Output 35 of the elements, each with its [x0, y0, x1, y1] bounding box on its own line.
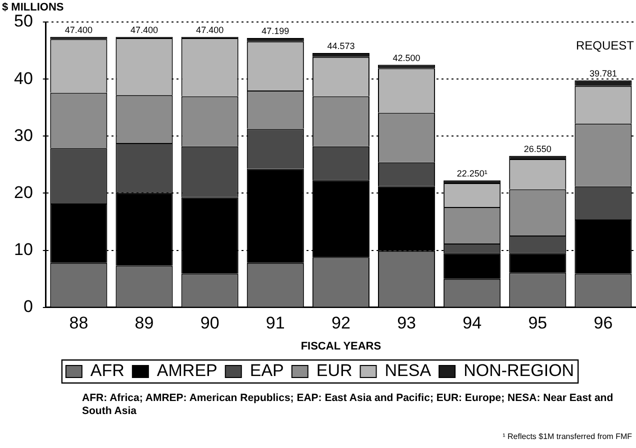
x-tick-label: 93 [397, 313, 416, 332]
total-label: 47.400 [196, 24, 224, 35]
x-tick-label: 88 [69, 313, 88, 332]
annotation: REQUEST [576, 38, 635, 52]
total-label: 47.400 [130, 24, 158, 35]
y-tick-label: 0 [23, 297, 33, 316]
x-tick-label: 90 [200, 313, 220, 332]
legend-label: EUR [316, 361, 352, 380]
x-tick-label: 92 [331, 313, 350, 332]
legend-label: NON-REGION [464, 361, 574, 380]
y-axis-title: $ MILLIONS [2, 2, 64, 14]
x-tick-label: 89 [134, 313, 154, 332]
legend-label: NESA [384, 361, 432, 380]
total-label: 47.199 [262, 26, 290, 36]
text: AFR: Africa; AMREP: American Republics; EAP: East Asia and Pacific; EUR: Europe; NESA: Near East and South Asia [82, 392, 614, 418]
legend-label: AFR [90, 361, 124, 380]
y-tick-label: 50 [14, 12, 33, 31]
legend-label: EAP [250, 361, 284, 380]
total-label: 39.781 [589, 68, 617, 78]
total-label: 26.550 [524, 144, 552, 154]
y-tick-label: 20 [14, 182, 33, 202]
y-tick-label: 10 [14, 240, 33, 260]
x-tick-label: 95 [528, 313, 548, 332]
y-tick-label: 40 [14, 68, 33, 88]
x-tick-label: 91 [266, 313, 285, 332]
total-label: 22.250¹ [456, 168, 488, 178]
legend-label: AMREP [156, 361, 218, 380]
x-tick-label: 94 [462, 313, 482, 332]
total-label: 47.400 [64, 24, 92, 35]
total-label: 42.500 [392, 52, 420, 63]
y-tick-label: 30 [14, 126, 33, 145]
text: ¹ Reflects $1M transferred from FMF [502, 432, 632, 441]
x-axis-title: FISCAL YEARS [300, 340, 382, 352]
x-tick-label: 96 [594, 313, 613, 332]
total-label: 44.573 [327, 40, 355, 51]
